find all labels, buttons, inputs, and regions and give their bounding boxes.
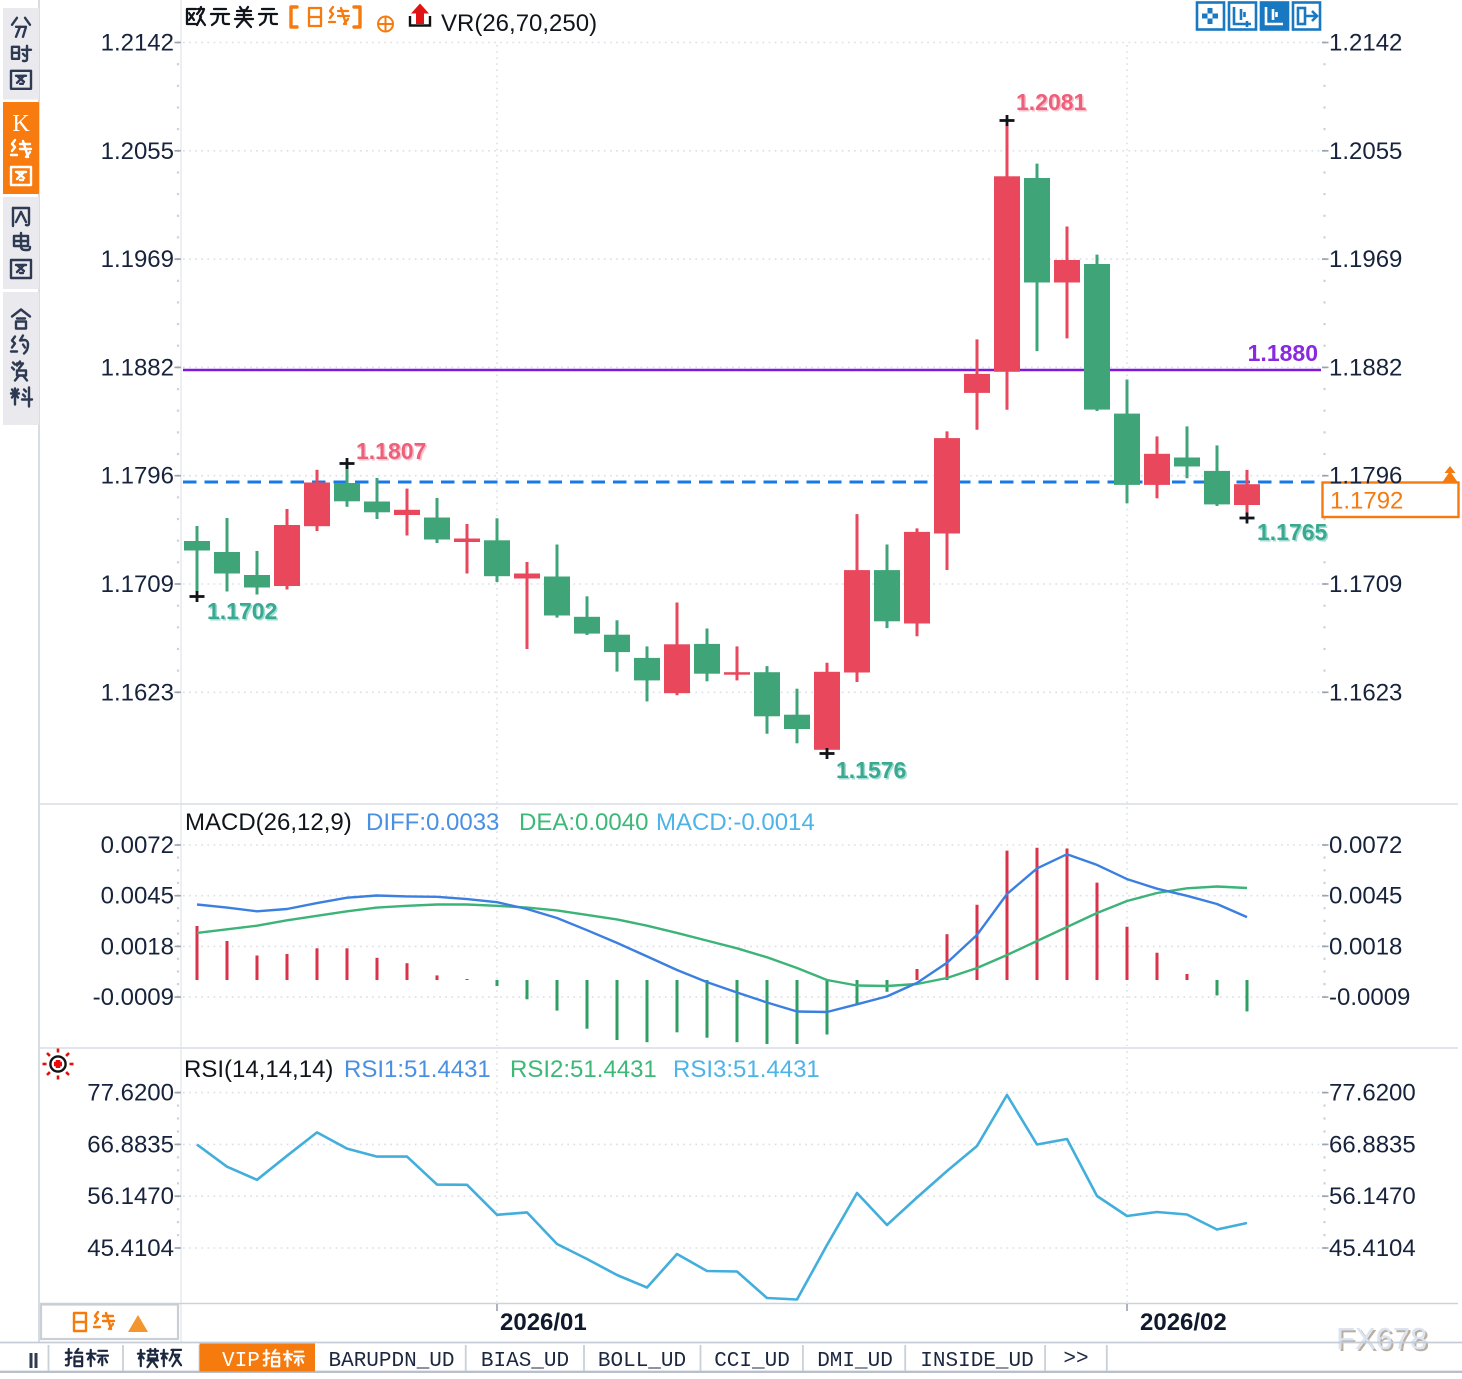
svg-text:RSI1:51.4431: RSI1:51.4431 [344,1056,491,1083]
svg-text:0.0045: 0.0045 [101,883,174,910]
svg-text:77.6200: 77.6200 [87,1080,174,1107]
svg-text:1.1796: 1.1796 [101,463,174,490]
svg-text:1.1792: 1.1792 [1330,488,1403,515]
svg-text:BIAS_UD: BIAS_UD [481,1350,569,1373]
svg-text:DIFF:0.0033: DIFF:0.0033 [366,809,499,836]
svg-text:66.8835: 66.8835 [87,1131,174,1158]
svg-text:1.1702: 1.1702 [207,598,277,624]
svg-text:1.1576: 1.1576 [836,757,906,783]
svg-text:1.1623: 1.1623 [101,679,174,706]
svg-text:DEA:0.0040: DEA:0.0040 [519,809,648,836]
svg-text:1.1702: 1.1702 [209,600,279,626]
svg-text:INSIDE_UD: INSIDE_UD [920,1350,1033,1373]
svg-text:1.2142: 1.2142 [101,30,174,57]
svg-text:K: K [12,111,30,137]
svg-text:VIP: VIP [222,1350,260,1373]
svg-text:1.2055: 1.2055 [1329,138,1402,165]
svg-text:0.0072: 0.0072 [1329,832,1402,859]
svg-text:FX678: FX678 [1338,1323,1429,1358]
svg-text:2026/02: 2026/02 [1140,1309,1227,1336]
svg-text:1.1709: 1.1709 [101,571,174,598]
svg-text:0.0018: 0.0018 [101,933,174,960]
svg-text:MACD:-0.0014: MACD:-0.0014 [656,809,815,836]
svg-text:BOLL_UD: BOLL_UD [598,1350,686,1373]
svg-text:1.1807: 1.1807 [358,440,428,466]
svg-text:0.0072: 0.0072 [101,832,174,859]
svg-text:VR(26,70,250): VR(26,70,250) [441,10,597,37]
svg-text:-0.0009: -0.0009 [1329,984,1410,1011]
svg-text:MACD(26,12,9): MACD(26,12,9) [185,809,352,836]
svg-text:56.1470: 56.1470 [1329,1183,1416,1210]
svg-text:1.1765: 1.1765 [1257,519,1328,545]
svg-text:1.1623: 1.1623 [1329,679,1402,706]
svg-text:1.1880: 1.1880 [1248,340,1318,366]
svg-text:DMI_UD: DMI_UD [817,1350,893,1373]
svg-text:45.4104: 45.4104 [87,1235,174,1262]
svg-text:RSI3:51.4431: RSI3:51.4431 [673,1056,820,1083]
svg-text:FX678: FX678 [1336,1321,1427,1356]
svg-text:1.1882: 1.1882 [101,354,174,381]
svg-text:0.0018: 0.0018 [1329,933,1402,960]
svg-text:CCI_UD: CCI_UD [714,1350,790,1373]
svg-text:45.4104: 45.4104 [1329,1235,1416,1262]
svg-text:1.2081: 1.2081 [1016,89,1087,115]
svg-text:77.6200: 77.6200 [1329,1080,1416,1107]
svg-text:>>: >> [1063,1348,1088,1371]
svg-text:1.1807: 1.1807 [356,438,426,464]
svg-text:1.1765: 1.1765 [1259,521,1330,547]
svg-text:RSI(14,14,14): RSI(14,14,14) [184,1056,333,1083]
svg-text:1.1969: 1.1969 [1329,246,1402,273]
svg-text:1.2142: 1.2142 [1329,30,1402,57]
svg-text:RSI2:51.4431: RSI2:51.4431 [510,1056,657,1083]
svg-text:1.1969: 1.1969 [101,246,174,273]
svg-text:BARUPDN_UD: BARUPDN_UD [328,1350,454,1373]
svg-text:66.8835: 66.8835 [1329,1131,1416,1158]
svg-text:56.1470: 56.1470 [87,1183,174,1210]
svg-text:1.1796: 1.1796 [1329,463,1402,490]
svg-text:0.0045: 0.0045 [1329,883,1402,910]
svg-text:1.2055: 1.2055 [101,138,174,165]
svg-text:1.1709: 1.1709 [1329,571,1402,598]
svg-text:-0.0009: -0.0009 [93,984,174,1011]
svg-text:1.1882: 1.1882 [1329,354,1402,381]
svg-text:1.2081: 1.2081 [1018,91,1089,117]
svg-text:2026/01: 2026/01 [500,1309,587,1336]
svg-text:1.1576: 1.1576 [838,759,908,785]
